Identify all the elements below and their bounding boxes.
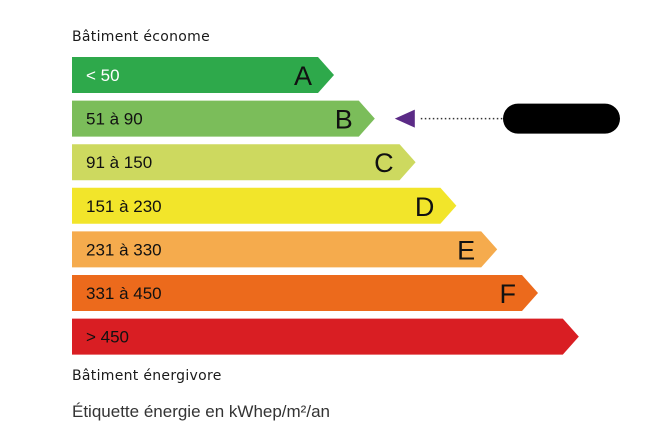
class-range: 91 à 150 bbox=[86, 153, 152, 172]
class-letter: C bbox=[374, 148, 394, 178]
class-letter: E bbox=[457, 235, 475, 265]
energy-class-bar-F bbox=[72, 275, 538, 311]
class-range: 231 à 330 bbox=[86, 240, 162, 259]
class-letter: F bbox=[500, 279, 517, 309]
energy-class-bar-B bbox=[72, 100, 375, 137]
header-label: Bâtiment économe bbox=[72, 29, 210, 45]
class-letter: B bbox=[335, 105, 353, 135]
class-range: 331 à 450 bbox=[86, 284, 162, 303]
energy-class-bar-C bbox=[72, 144, 416, 181]
indicator-arrow-icon bbox=[394, 109, 415, 128]
class-range: < 50 bbox=[86, 66, 120, 85]
bottom-label: Bâtiment énergivore bbox=[72, 368, 222, 384]
class-range: 151 à 230 bbox=[86, 197, 162, 216]
energy-class-bar-A bbox=[72, 57, 334, 93]
redacted-value bbox=[503, 103, 620, 134]
class-range: 51 à 90 bbox=[86, 110, 143, 129]
label-title: Étiquette énergie en kWhep/m²/an bbox=[72, 402, 330, 421]
class-letter: D bbox=[415, 192, 435, 222]
class-letter: A bbox=[294, 61, 312, 91]
energy-class-bar-G bbox=[72, 318, 579, 355]
energy-class-bar-E bbox=[72, 231, 498, 268]
class-range: > 450 bbox=[86, 328, 129, 347]
energy-class-bar-D bbox=[72, 187, 457, 224]
